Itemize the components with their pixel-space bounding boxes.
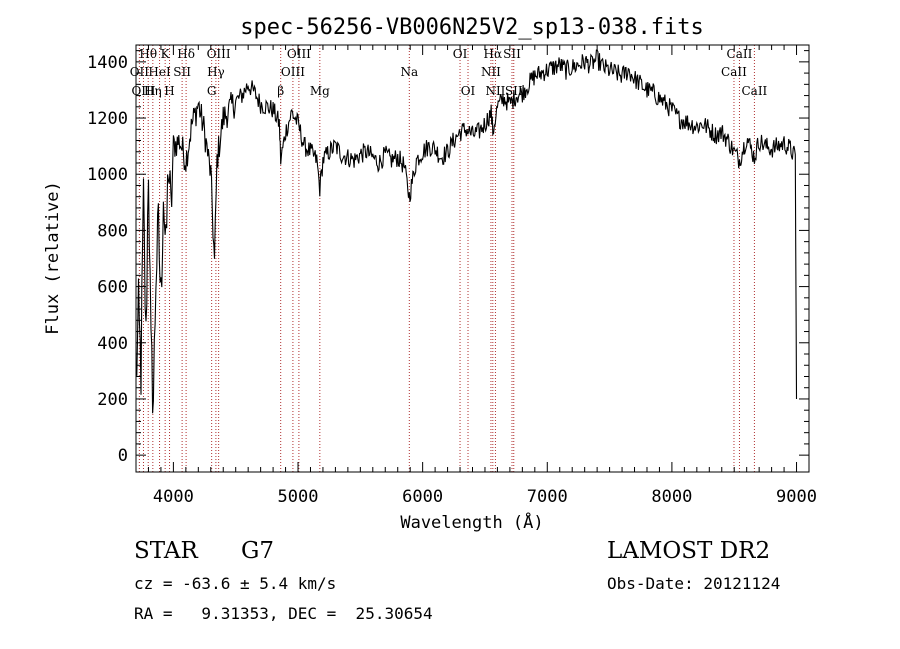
plot-frame — [135, 44, 810, 473]
marker-label-2: OIII — [131, 84, 155, 98]
marker-label-10: Hγ — [207, 65, 225, 79]
marker-label-11: G — [207, 84, 217, 98]
marker-label-7: H — [164, 84, 174, 98]
marker-label-26: CaII — [741, 84, 767, 98]
y-tick-label-3: 600 — [97, 278, 128, 298]
chart-title: spec-56256-VB006N25V2_sp13-038.fits — [240, 15, 704, 40]
marker-label-12: OIII — [287, 47, 311, 61]
spectrum-line — [135, 49, 798, 414]
marker-label-16: Na — [400, 65, 418, 79]
x-tick-label-2: 6000 — [402, 487, 443, 507]
redshift-cz: cz = -63.6 ± 5.4 km/s — [134, 574, 337, 593]
object-subclass: G7 — [241, 538, 275, 564]
marker-label-14: β — [277, 84, 284, 98]
marker-label-8: Hδ — [177, 47, 195, 61]
axis-ticks: 4000 5000 6000 7000 8000 9000 0 200 400 600 800 100… — [87, 45, 817, 507]
marker-label-5: Hη — [144, 84, 162, 98]
marker-label-20: SII — [503, 47, 521, 61]
x-tick-label-5: 9000 — [776, 487, 817, 507]
marker-label-23: SII — [505, 84, 523, 98]
y-tick-label-1: 200 — [97, 390, 128, 410]
marker-label-15: Mg — [310, 84, 330, 98]
y-tick-label-6: 1200 — [87, 109, 128, 129]
marker-label-19: Hα — [484, 47, 503, 61]
survey-name: LAMOST DR2 — [607, 538, 771, 564]
y-tick-label-2: 400 — [97, 334, 128, 354]
y-tick-label-0: 0 — [118, 446, 128, 466]
y-tick-label-4: 800 — [97, 221, 128, 241]
spectral-line-labels: Hθ OII OIII K HeI Hη SII H Hδ OIII Hγ G OIII OIII β Mg N… — [130, 47, 768, 98]
x-tick-label-3: 7000 — [527, 487, 568, 507]
marker-label-13: OIII — [281, 65, 305, 79]
marker-label-24: CaII — [727, 47, 753, 61]
marker-label-17: OI — [453, 47, 468, 61]
object-class: STAR — [134, 538, 198, 564]
marker-label-18: OI — [461, 84, 476, 98]
y-tick-label-7: 1400 — [87, 53, 128, 73]
marker-label-25: CaII — [721, 65, 747, 79]
marker-label-21: NII — [481, 65, 501, 79]
x-tick-label-1: 5000 — [278, 487, 319, 507]
y-axis-label: Flux (relative) — [43, 181, 63, 335]
x-tick-label-4: 8000 — [651, 487, 692, 507]
marker-label-0: Hθ — [139, 47, 157, 61]
observation-date: Obs-Date: 20121124 — [607, 574, 781, 593]
y-tick-label-5: 1000 — [87, 165, 128, 185]
marker-label-9: OIII — [207, 47, 231, 61]
spectrum-series — [135, 49, 798, 414]
marker-label-1: OII — [130, 65, 150, 79]
coordinates: RA = 9.31353, DEC = 25.30654 — [134, 604, 433, 623]
marker-label-3: K — [161, 47, 171, 61]
marker-label-4: HeI — [148, 65, 171, 79]
x-axis-label: Wavelength (Å) — [400, 511, 543, 533]
marker-label-6: SII — [173, 65, 191, 79]
spectral-line-markers — [138, 45, 755, 472]
marker-label-22: NII — [485, 84, 505, 98]
x-tick-label-0: 4000 — [153, 487, 194, 507]
